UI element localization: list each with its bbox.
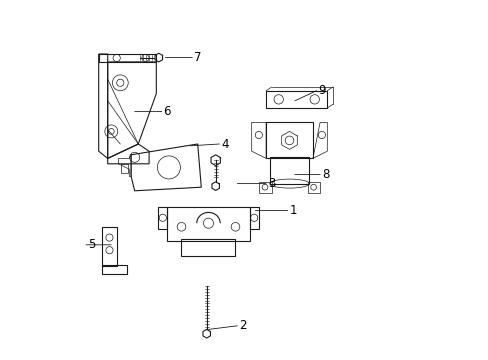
Text: 4: 4 [221, 138, 228, 150]
Text: 7: 7 [194, 51, 201, 64]
Bar [181, 239, 235, 256]
Text: 3: 3 [267, 177, 275, 190]
Text: 2: 2 [239, 319, 246, 332]
Text: 8: 8 [321, 168, 328, 181]
Text: 5: 5 [88, 238, 95, 251]
Bar [258, 182, 271, 193]
Bar [269, 157, 309, 184]
Text: 1: 1 [289, 204, 296, 217]
Bar [265, 91, 326, 108]
Bar [307, 182, 320, 193]
Bar [102, 265, 127, 274]
Bar [167, 207, 249, 241]
Bar [102, 227, 117, 266]
Text: 9: 9 [318, 84, 325, 97]
Bar [265, 122, 312, 158]
Text: 6: 6 [163, 105, 171, 118]
Bar [121, 164, 128, 173]
